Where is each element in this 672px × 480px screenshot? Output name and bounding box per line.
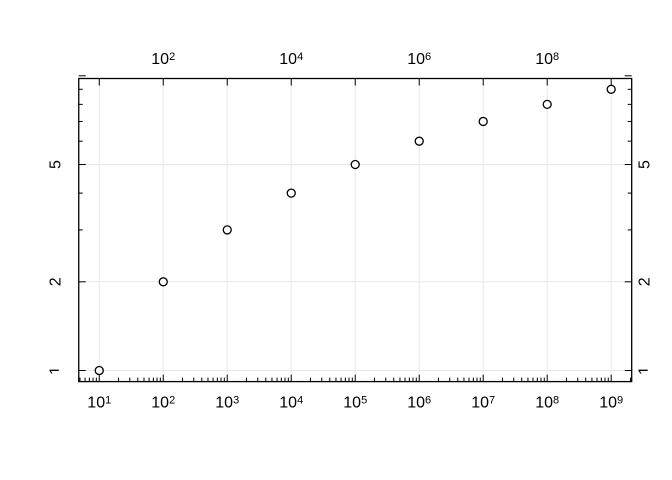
svg-text:2: 2 xyxy=(637,277,654,286)
svg-text:5: 5 xyxy=(48,160,65,169)
svg-text:2: 2 xyxy=(48,277,65,286)
svg-text:5: 5 xyxy=(637,160,654,169)
